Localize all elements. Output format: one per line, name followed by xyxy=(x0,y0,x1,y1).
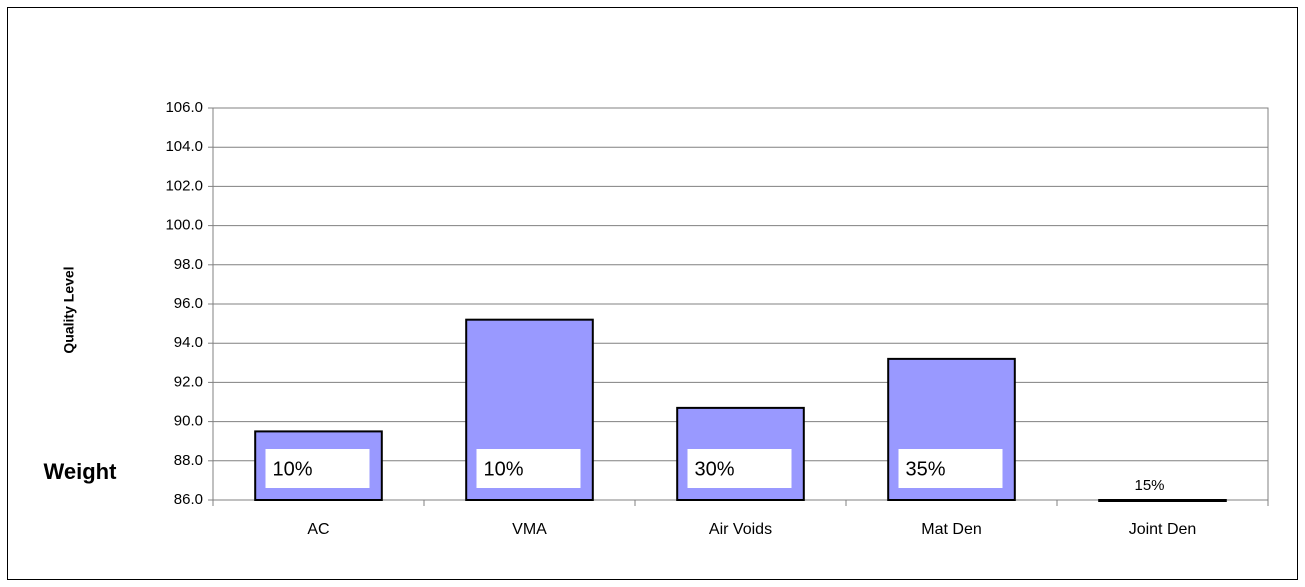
weight-box xyxy=(898,449,1003,488)
y-tick-label: 86.0 xyxy=(174,491,203,508)
y-axis-title: Quality Level xyxy=(61,266,77,353)
y-tick-label: 92.0 xyxy=(174,373,203,390)
y-tick-label: 98.0 xyxy=(174,256,203,273)
bar xyxy=(1098,499,1227,502)
weight-label: 10% xyxy=(484,458,524,480)
weight-label: 15% xyxy=(1135,477,1165,494)
weight-label: 10% xyxy=(273,458,313,480)
weight-label: 30% xyxy=(695,458,735,480)
y-tick-label: 90.0 xyxy=(174,413,203,430)
weight-label: 35% xyxy=(906,458,946,480)
y-tick-label: 104.0 xyxy=(165,138,203,155)
x-tick-label: VMA xyxy=(512,521,547,538)
x-tick-label: Joint Den xyxy=(1129,521,1197,538)
y-tick-label: 94.0 xyxy=(174,334,203,351)
weight-title: Weight xyxy=(44,459,118,484)
weight-box xyxy=(476,449,581,488)
chart-frame xyxy=(7,7,1298,580)
weight-box xyxy=(265,449,370,488)
y-tick-label: 106.0 xyxy=(165,99,203,116)
x-tick-label: Mat Den xyxy=(921,521,981,538)
y-tick-label: 100.0 xyxy=(165,217,203,234)
y-tick-label: 96.0 xyxy=(174,295,203,312)
weight-box xyxy=(687,449,792,488)
y-tick-label: 102.0 xyxy=(165,177,203,194)
x-tick-label: AC xyxy=(307,521,329,538)
y-tick-label: 88.0 xyxy=(174,452,203,469)
x-tick-label: Air Voids xyxy=(709,521,772,538)
